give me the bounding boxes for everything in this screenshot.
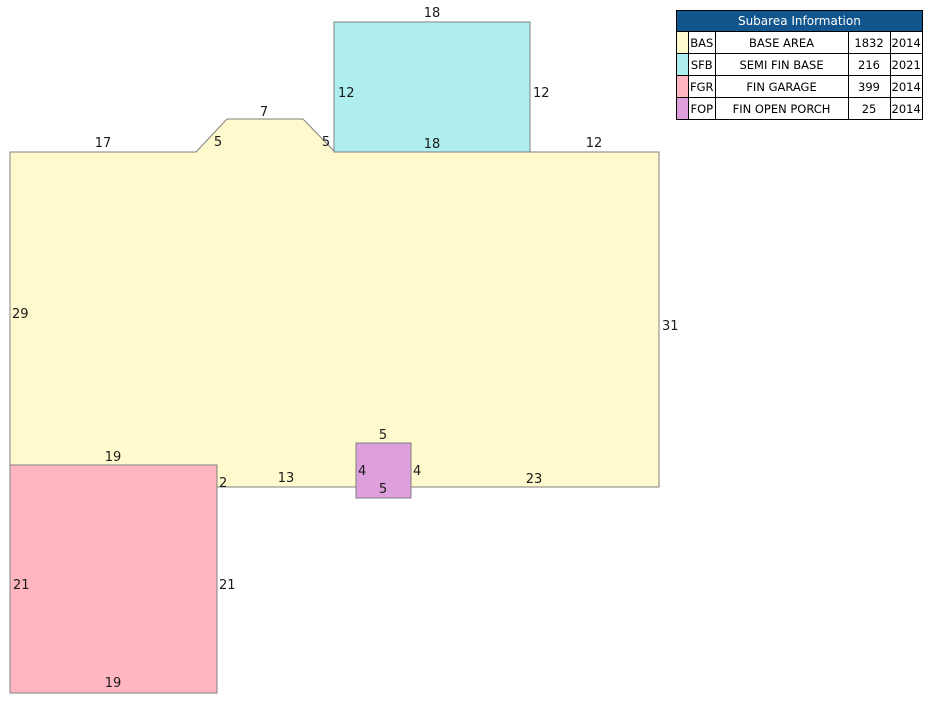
table-row: SFB SEMI FIN BASE 216 2021 (676, 53, 923, 76)
dimension-label: 7 (260, 105, 268, 120)
dimension-label: 12 (586, 136, 603, 151)
swatch-sfb (676, 53, 689, 76)
swatch-fgr (676, 75, 689, 98)
dimension-label: 29 (12, 307, 29, 322)
subarea-year: 2021 (889, 53, 923, 76)
subarea-name: FIN GARAGE (714, 75, 849, 98)
subarea-area: 25 (847, 97, 891, 120)
subarea-shape-fgr (9, 464, 218, 694)
table-row: FOP FIN OPEN PORCH 25 2014 (676, 97, 923, 120)
dimension-label: 17 (95, 136, 112, 151)
table-title: Subarea Information (676, 10, 923, 32)
dimension-label: 21 (219, 578, 236, 593)
subarea-area: 1832 (847, 31, 891, 54)
table-row: FGR FIN GARAGE 399 2014 (676, 75, 923, 98)
subarea-name: FIN OPEN PORCH (714, 97, 849, 120)
subarea-shape-bas (9, 118, 660, 488)
dimension-label: 2 (219, 476, 227, 491)
dimension-label: 18 (424, 137, 441, 152)
subarea-code: SFB (688, 53, 716, 76)
dimension-label: 18 (424, 6, 441, 21)
dimension-label: 5 (379, 428, 387, 443)
subarea-shape-fop (355, 442, 412, 499)
swatch-fop (676, 97, 689, 120)
dimension-label: 19 (105, 676, 122, 691)
dimension-label: 5 (322, 135, 330, 150)
subarea-code: FOP (688, 97, 716, 120)
dimension-label: 4 (413, 464, 421, 479)
dimension-label: 5 (214, 135, 222, 150)
subarea-info-table: Subarea Information BAS BASE AREA 1832 2… (676, 10, 923, 120)
swatch-bas (676, 31, 689, 54)
dimension-label: 5 (379, 482, 387, 497)
dimension-label: 4 (358, 464, 366, 479)
dimension-label: 23 (526, 472, 543, 487)
dimension-label: 12 (533, 86, 550, 101)
dimension-label: 19 (105, 450, 122, 465)
table-row: BAS BASE AREA 1832 2014 (676, 31, 923, 54)
dimension-label: 12 (338, 86, 355, 101)
subarea-code: FGR (688, 75, 716, 98)
subarea-year: 2014 (889, 97, 923, 120)
subarea-area: 216 (847, 53, 891, 76)
subarea-year: 2014 (889, 75, 923, 98)
subarea-shape-sfb (333, 21, 531, 153)
dimension-label: 13 (278, 471, 295, 486)
dimension-label: 31 (662, 319, 679, 334)
subarea-name: SEMI FIN BASE (714, 53, 849, 76)
subarea-code: BAS (688, 31, 716, 54)
table-header-row: Subarea Information (676, 10, 923, 32)
subarea-area: 399 (847, 75, 891, 98)
subarea-name: BASE AREA (714, 31, 849, 54)
dimension-label: 21 (13, 578, 30, 593)
subarea-year: 2014 (889, 31, 923, 54)
